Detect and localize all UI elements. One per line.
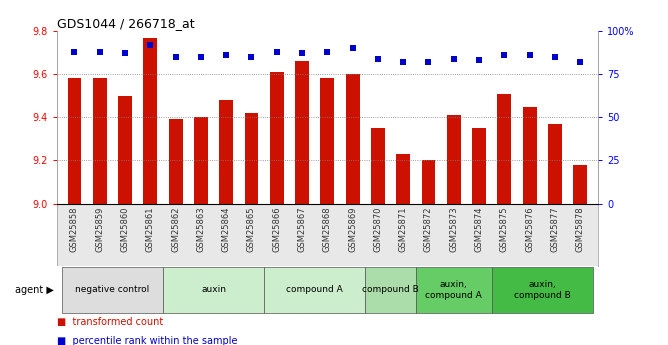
Text: GSM25859: GSM25859: [96, 207, 104, 252]
Point: [246, 54, 257, 60]
Text: GSM25861: GSM25861: [146, 207, 155, 252]
Text: ■  transformed count: ■ transformed count: [57, 317, 163, 327]
Text: GSM25876: GSM25876: [525, 207, 534, 252]
Text: compound B: compound B: [362, 285, 419, 294]
Bar: [144, 38, 157, 204]
Bar: [295, 61, 309, 204]
Bar: [365, 267, 415, 313]
Text: GSM25878: GSM25878: [576, 207, 584, 252]
Point: [524, 52, 535, 58]
Text: GSM25873: GSM25873: [450, 207, 458, 252]
Point: [550, 54, 560, 60]
Text: compound A: compound A: [287, 285, 343, 294]
Text: GSM25877: GSM25877: [550, 207, 559, 252]
Text: auxin,
compound A: auxin, compound A: [426, 280, 482, 300]
Bar: [492, 267, 593, 313]
Text: GSM25862: GSM25862: [171, 207, 180, 252]
Text: agent ▶: agent ▶: [15, 285, 53, 295]
Text: GSM25869: GSM25869: [348, 207, 357, 252]
Bar: [447, 115, 461, 204]
Point: [347, 46, 358, 51]
Bar: [67, 79, 81, 204]
Bar: [498, 93, 511, 204]
Bar: [422, 160, 436, 204]
Bar: [345, 74, 359, 204]
Point: [297, 51, 307, 56]
Text: GSM25867: GSM25867: [297, 207, 307, 252]
Bar: [321, 79, 334, 204]
Point: [575, 59, 586, 65]
Point: [448, 56, 459, 61]
Bar: [194, 117, 208, 204]
Text: negative control: negative control: [75, 285, 150, 294]
Text: GSM25870: GSM25870: [373, 207, 382, 252]
Bar: [415, 267, 492, 313]
Text: GSM25864: GSM25864: [222, 207, 230, 252]
Bar: [396, 154, 410, 204]
Bar: [219, 100, 233, 204]
Point: [398, 59, 409, 65]
Bar: [522, 107, 536, 204]
Text: GSM25868: GSM25868: [323, 207, 332, 252]
Point: [120, 51, 130, 56]
Text: GSM25858: GSM25858: [70, 207, 79, 252]
Bar: [472, 128, 486, 204]
Text: GSM25871: GSM25871: [399, 207, 407, 252]
Bar: [244, 113, 259, 204]
Point: [170, 54, 181, 60]
Point: [423, 59, 434, 65]
Point: [322, 49, 333, 55]
Text: GSM25860: GSM25860: [120, 207, 130, 252]
Bar: [118, 96, 132, 204]
Point: [499, 52, 510, 58]
Point: [373, 56, 383, 61]
Point: [69, 49, 79, 55]
Point: [196, 54, 206, 60]
Bar: [93, 79, 107, 204]
Text: GSM25874: GSM25874: [474, 207, 484, 252]
Text: ■  percentile rank within the sample: ■ percentile rank within the sample: [57, 336, 237, 345]
Text: GSM25863: GSM25863: [196, 207, 205, 252]
Point: [221, 52, 232, 58]
Bar: [168, 119, 182, 204]
Text: GDS1044 / 266718_at: GDS1044 / 266718_at: [57, 17, 194, 30]
Point: [94, 49, 105, 55]
Bar: [62, 267, 163, 313]
Bar: [573, 165, 587, 204]
Point: [145, 42, 156, 48]
Text: GSM25865: GSM25865: [247, 207, 256, 252]
Text: GSM25872: GSM25872: [424, 207, 433, 252]
Text: auxin,
compound B: auxin, compound B: [514, 280, 570, 300]
Bar: [163, 267, 264, 313]
Point: [474, 58, 484, 63]
Bar: [264, 267, 365, 313]
Text: GSM25866: GSM25866: [273, 207, 281, 252]
Text: auxin: auxin: [201, 285, 226, 294]
Text: GSM25875: GSM25875: [500, 207, 509, 252]
Bar: [270, 72, 284, 204]
Bar: [371, 128, 385, 204]
Point: [271, 49, 282, 55]
Bar: [548, 124, 562, 204]
